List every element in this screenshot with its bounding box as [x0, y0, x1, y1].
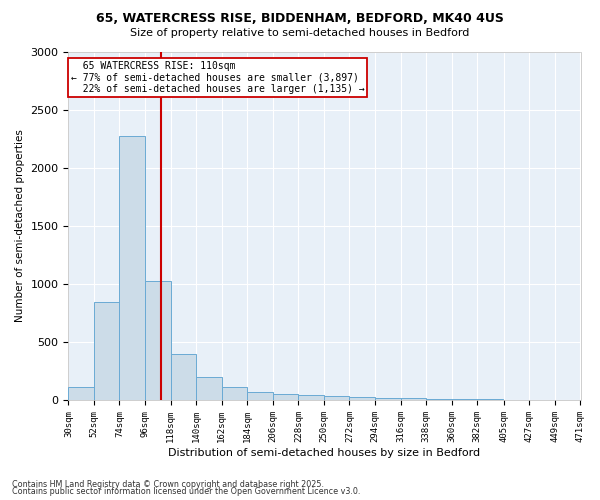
Bar: [170, 354, 196, 400]
Bar: [298, 394, 324, 400]
Bar: [119, 136, 145, 400]
Text: Contains public sector information licensed under the Open Government Licence v3: Contains public sector information licen…: [12, 487, 361, 496]
Bar: [349, 397, 375, 400]
Text: Size of property relative to semi-detached houses in Bedford: Size of property relative to semi-detach…: [130, 28, 470, 38]
Bar: [375, 398, 401, 400]
Text: 65, WATERCRESS RISE, BIDDENHAM, BEDFORD, MK40 4US: 65, WATERCRESS RISE, BIDDENHAM, BEDFORD,…: [96, 12, 504, 26]
Text: 65 WATERCRESS RISE: 110sqm
← 77% of semi-detached houses are smaller (3,897)
  2: 65 WATERCRESS RISE: 110sqm ← 77% of semi…: [71, 61, 364, 94]
Bar: [145, 282, 170, 400]
Bar: [196, 376, 221, 400]
Bar: [94, 302, 119, 400]
Text: Contains HM Land Registry data © Crown copyright and database right 2025.: Contains HM Land Registry data © Crown c…: [12, 480, 324, 489]
Y-axis label: Number of semi-detached properties: Number of semi-detached properties: [15, 130, 25, 322]
X-axis label: Distribution of semi-detached houses by size in Bedford: Distribution of semi-detached houses by …: [169, 448, 481, 458]
Bar: [401, 398, 426, 400]
Bar: [221, 387, 247, 400]
Bar: [452, 399, 477, 400]
Bar: [426, 399, 452, 400]
Bar: [324, 396, 349, 400]
Bar: [68, 387, 94, 400]
Bar: [273, 394, 298, 400]
Bar: [247, 392, 273, 400]
